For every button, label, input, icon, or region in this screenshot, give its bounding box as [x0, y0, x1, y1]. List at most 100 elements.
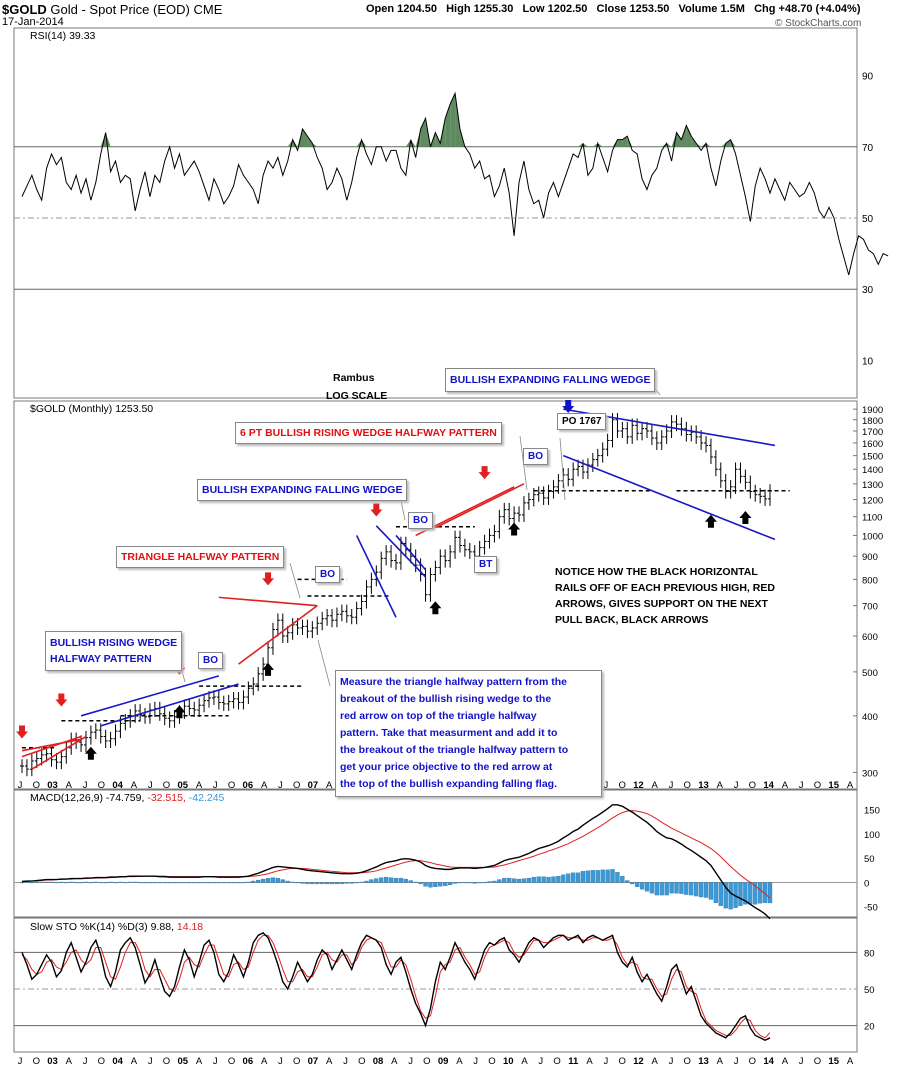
price-tick-label: 800 — [862, 575, 878, 586]
price-x-label: A — [717, 780, 724, 791]
watermark: © StockCharts.com — [775, 18, 862, 29]
log-scale-label: LOG SCALE — [326, 390, 388, 402]
macd-histogram-bar — [531, 876, 536, 883]
black-arrow — [84, 746, 97, 760]
red-arrow — [478, 466, 491, 480]
macd-histogram-bar — [285, 880, 290, 883]
macd-histogram-bar — [69, 881, 74, 883]
macd-histogram-bar — [280, 879, 285, 883]
bottom-x-label: A — [196, 1056, 203, 1067]
rsi-overbought-fill — [450, 93, 456, 147]
bottom-x-label: J — [213, 1056, 218, 1067]
ohlc-readout: Open 1204.50 High 1255.30 Low 1202.50 Cl… — [366, 3, 861, 15]
macd-histogram-bar — [103, 882, 108, 884]
price-x-label: 04 — [112, 780, 123, 791]
bottom-x-label: 08 — [373, 1056, 384, 1067]
macd-histogram-bar — [187, 882, 192, 884]
sto-legend-k: 9.88, — [150, 921, 174, 933]
price-x-label: A — [196, 780, 203, 791]
macd-histogram-bar — [413, 881, 418, 883]
macd-histogram-bar — [507, 877, 512, 883]
macd-histogram-bar — [644, 882, 650, 892]
price-tick-label: 600 — [862, 632, 878, 643]
macd-histogram-bar — [133, 881, 138, 883]
bottom-x-label: O — [358, 1056, 365, 1067]
red-arrow — [55, 693, 68, 707]
macd-histogram-bar — [221, 882, 226, 884]
macd-histogram-bar — [339, 882, 345, 885]
price-x-label: O — [684, 780, 691, 791]
price-tick-label: 700 — [862, 602, 878, 613]
macd-histogram-bar — [600, 869, 605, 883]
bottom-x-label: A — [456, 1056, 463, 1067]
macd-histogram-bar — [521, 878, 527, 883]
macd-histogram-bar — [147, 882, 153, 884]
macd-tick-label: 50 — [864, 854, 875, 865]
price-x-label: A — [326, 780, 333, 791]
price-x-label: J — [604, 780, 609, 791]
bottom-x-label: O — [749, 1056, 756, 1067]
macd-histogram-bar — [516, 878, 522, 883]
macd-histogram-bar — [703, 882, 709, 898]
price-x-label: O — [293, 780, 300, 791]
macd-histogram-bar — [590, 870, 595, 883]
triangle-trendline — [21, 735, 82, 758]
price-x-label: J — [278, 780, 283, 791]
bottom-x-label: O — [228, 1056, 235, 1067]
price-x-label: O — [98, 780, 105, 791]
rsi-tick-label: 30 — [862, 285, 874, 296]
bottom-x-label: J — [148, 1056, 153, 1067]
macd-histogram-bar — [364, 880, 369, 883]
macd-histogram-bar — [674, 882, 679, 894]
macd-legend-title: MACD(12,26,9) — [30, 792, 103, 804]
wedge-trendline — [80, 675, 220, 717]
macd-histogram-bar — [310, 882, 315, 885]
price-tick-label: 1300 — [862, 480, 883, 491]
sto-legend-d: 14.18 — [176, 921, 204, 933]
price-x-label: O — [228, 780, 235, 791]
price-x-label: 12 — [633, 780, 644, 791]
callout-bullish-expanding-falling-wedge-mid: BULLISH EXPANDING FALLING WEDGE — [197, 479, 408, 501]
macd-histogram-bar — [251, 880, 256, 883]
rsi-overbought-fill — [445, 104, 451, 147]
macd-histogram-bar — [113, 882, 118, 884]
rsi-overbought-fill — [725, 139, 731, 147]
macd-histogram-bar — [49, 881, 54, 883]
price-x-label: 05 — [177, 780, 188, 791]
bottom-x-label: A — [66, 1056, 73, 1067]
price-x-label: O — [163, 780, 170, 791]
macd-histogram-bar — [767, 882, 773, 904]
price-tick-label: 500 — [862, 668, 878, 679]
callout-bullish-rising-wedge: BULLISH RISING WEDGE HALFWAY PATTERN — [45, 631, 183, 671]
macd-histogram-bar — [275, 877, 281, 883]
macd-tick-label: 100 — [864, 830, 880, 841]
macd-histogram-bar — [216, 882, 221, 884]
measure-note: Measure the triangle halfway pattern fro… — [335, 670, 602, 797]
bottom-x-label: 14 — [763, 1056, 774, 1067]
price-tick-label: 1100 — [862, 513, 882, 524]
macd-histogram-bar — [374, 878, 379, 883]
price-x-label: O — [618, 780, 625, 791]
macd-histogram-bar — [482, 882, 487, 884]
macd-histogram-bar — [197, 882, 202, 884]
price-tick-label: 1600 — [862, 439, 883, 450]
chart-header: $GOLD Gold - Spot Price (EOD) CME — [2, 2, 222, 17]
price-x-label: A — [261, 780, 268, 791]
macd-histogram-bar — [78, 882, 84, 884]
macd-histogram-bar — [669, 882, 674, 894]
callout-pointer — [289, 562, 301, 599]
wedge-trendline — [563, 454, 776, 541]
macd-histogram-bar — [718, 882, 723, 906]
macd-histogram-bar — [502, 877, 507, 883]
rsi-overbought-fill — [671, 132, 677, 147]
low-value: Low 1202.50 — [522, 3, 588, 15]
macd-tick-label: -50 — [864, 903, 878, 914]
macd-histogram-bar — [743, 882, 748, 905]
bottom-x-label: O — [553, 1056, 560, 1067]
black-arrow — [508, 522, 521, 536]
macd-histogram-bar — [118, 881, 123, 883]
rsi-overbought-fill — [686, 125, 692, 147]
rsi-overbought-fill — [302, 129, 308, 147]
high-value: High 1255.30 — [446, 3, 514, 15]
